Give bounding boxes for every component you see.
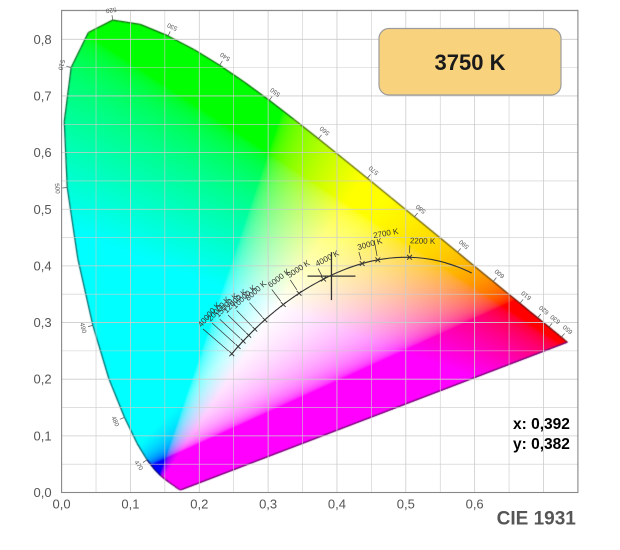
svg-text:650: 650 <box>561 323 574 335</box>
svg-text:0,2: 0,2 <box>34 372 52 387</box>
svg-text:580: 580 <box>414 202 427 214</box>
svg-text:2200 K: 2200 K <box>410 236 436 246</box>
svg-text:0,1: 0,1 <box>34 428 52 443</box>
svg-text:0,0: 0,0 <box>34 485 52 500</box>
svg-text:0,1: 0,1 <box>121 497 139 512</box>
svg-text:560: 560 <box>318 124 331 136</box>
svg-text:600: 600 <box>493 267 506 279</box>
svg-text:470: 470 <box>132 459 144 472</box>
svg-text:3750 K: 3750 K <box>435 50 506 75</box>
svg-text:570: 570 <box>367 164 380 176</box>
svg-text:480: 480 <box>110 415 121 428</box>
svg-text:530: 530 <box>166 21 179 32</box>
svg-text:0,6: 0,6 <box>466 497 484 512</box>
svg-text:500: 500 <box>53 183 61 195</box>
svg-text:0,4: 0,4 <box>328 497 346 512</box>
svg-text:590: 590 <box>458 238 471 250</box>
svg-text:630: 630 <box>549 313 562 325</box>
svg-text:0,6: 0,6 <box>34 145 52 160</box>
svg-text:x: 0,392: x: 0,392 <box>513 416 570 433</box>
svg-text:520: 520 <box>105 6 117 15</box>
svg-text:0,3: 0,3 <box>259 497 277 512</box>
svg-text:0,4: 0,4 <box>34 258 52 273</box>
svg-text:CIE 1931: CIE 1931 <box>497 509 577 530</box>
svg-text:0,2: 0,2 <box>190 497 208 512</box>
svg-text:0,3: 0,3 <box>34 315 52 330</box>
svg-text:510: 510 <box>56 59 66 71</box>
svg-text:610: 610 <box>520 289 533 301</box>
svg-text:y: 0,382: y: 0,382 <box>513 436 570 453</box>
svg-text:490: 490 <box>78 322 88 334</box>
svg-text:0,5: 0,5 <box>34 202 52 217</box>
svg-text:620: 620 <box>538 303 551 315</box>
svg-text:3000 K: 3000 K <box>356 236 383 252</box>
svg-text:0,0: 0,0 <box>53 497 71 512</box>
svg-text:0,8: 0,8 <box>34 32 52 47</box>
svg-text:0,7: 0,7 <box>34 88 52 103</box>
svg-text:540: 540 <box>219 50 232 62</box>
svg-text:0,5: 0,5 <box>397 497 415 512</box>
